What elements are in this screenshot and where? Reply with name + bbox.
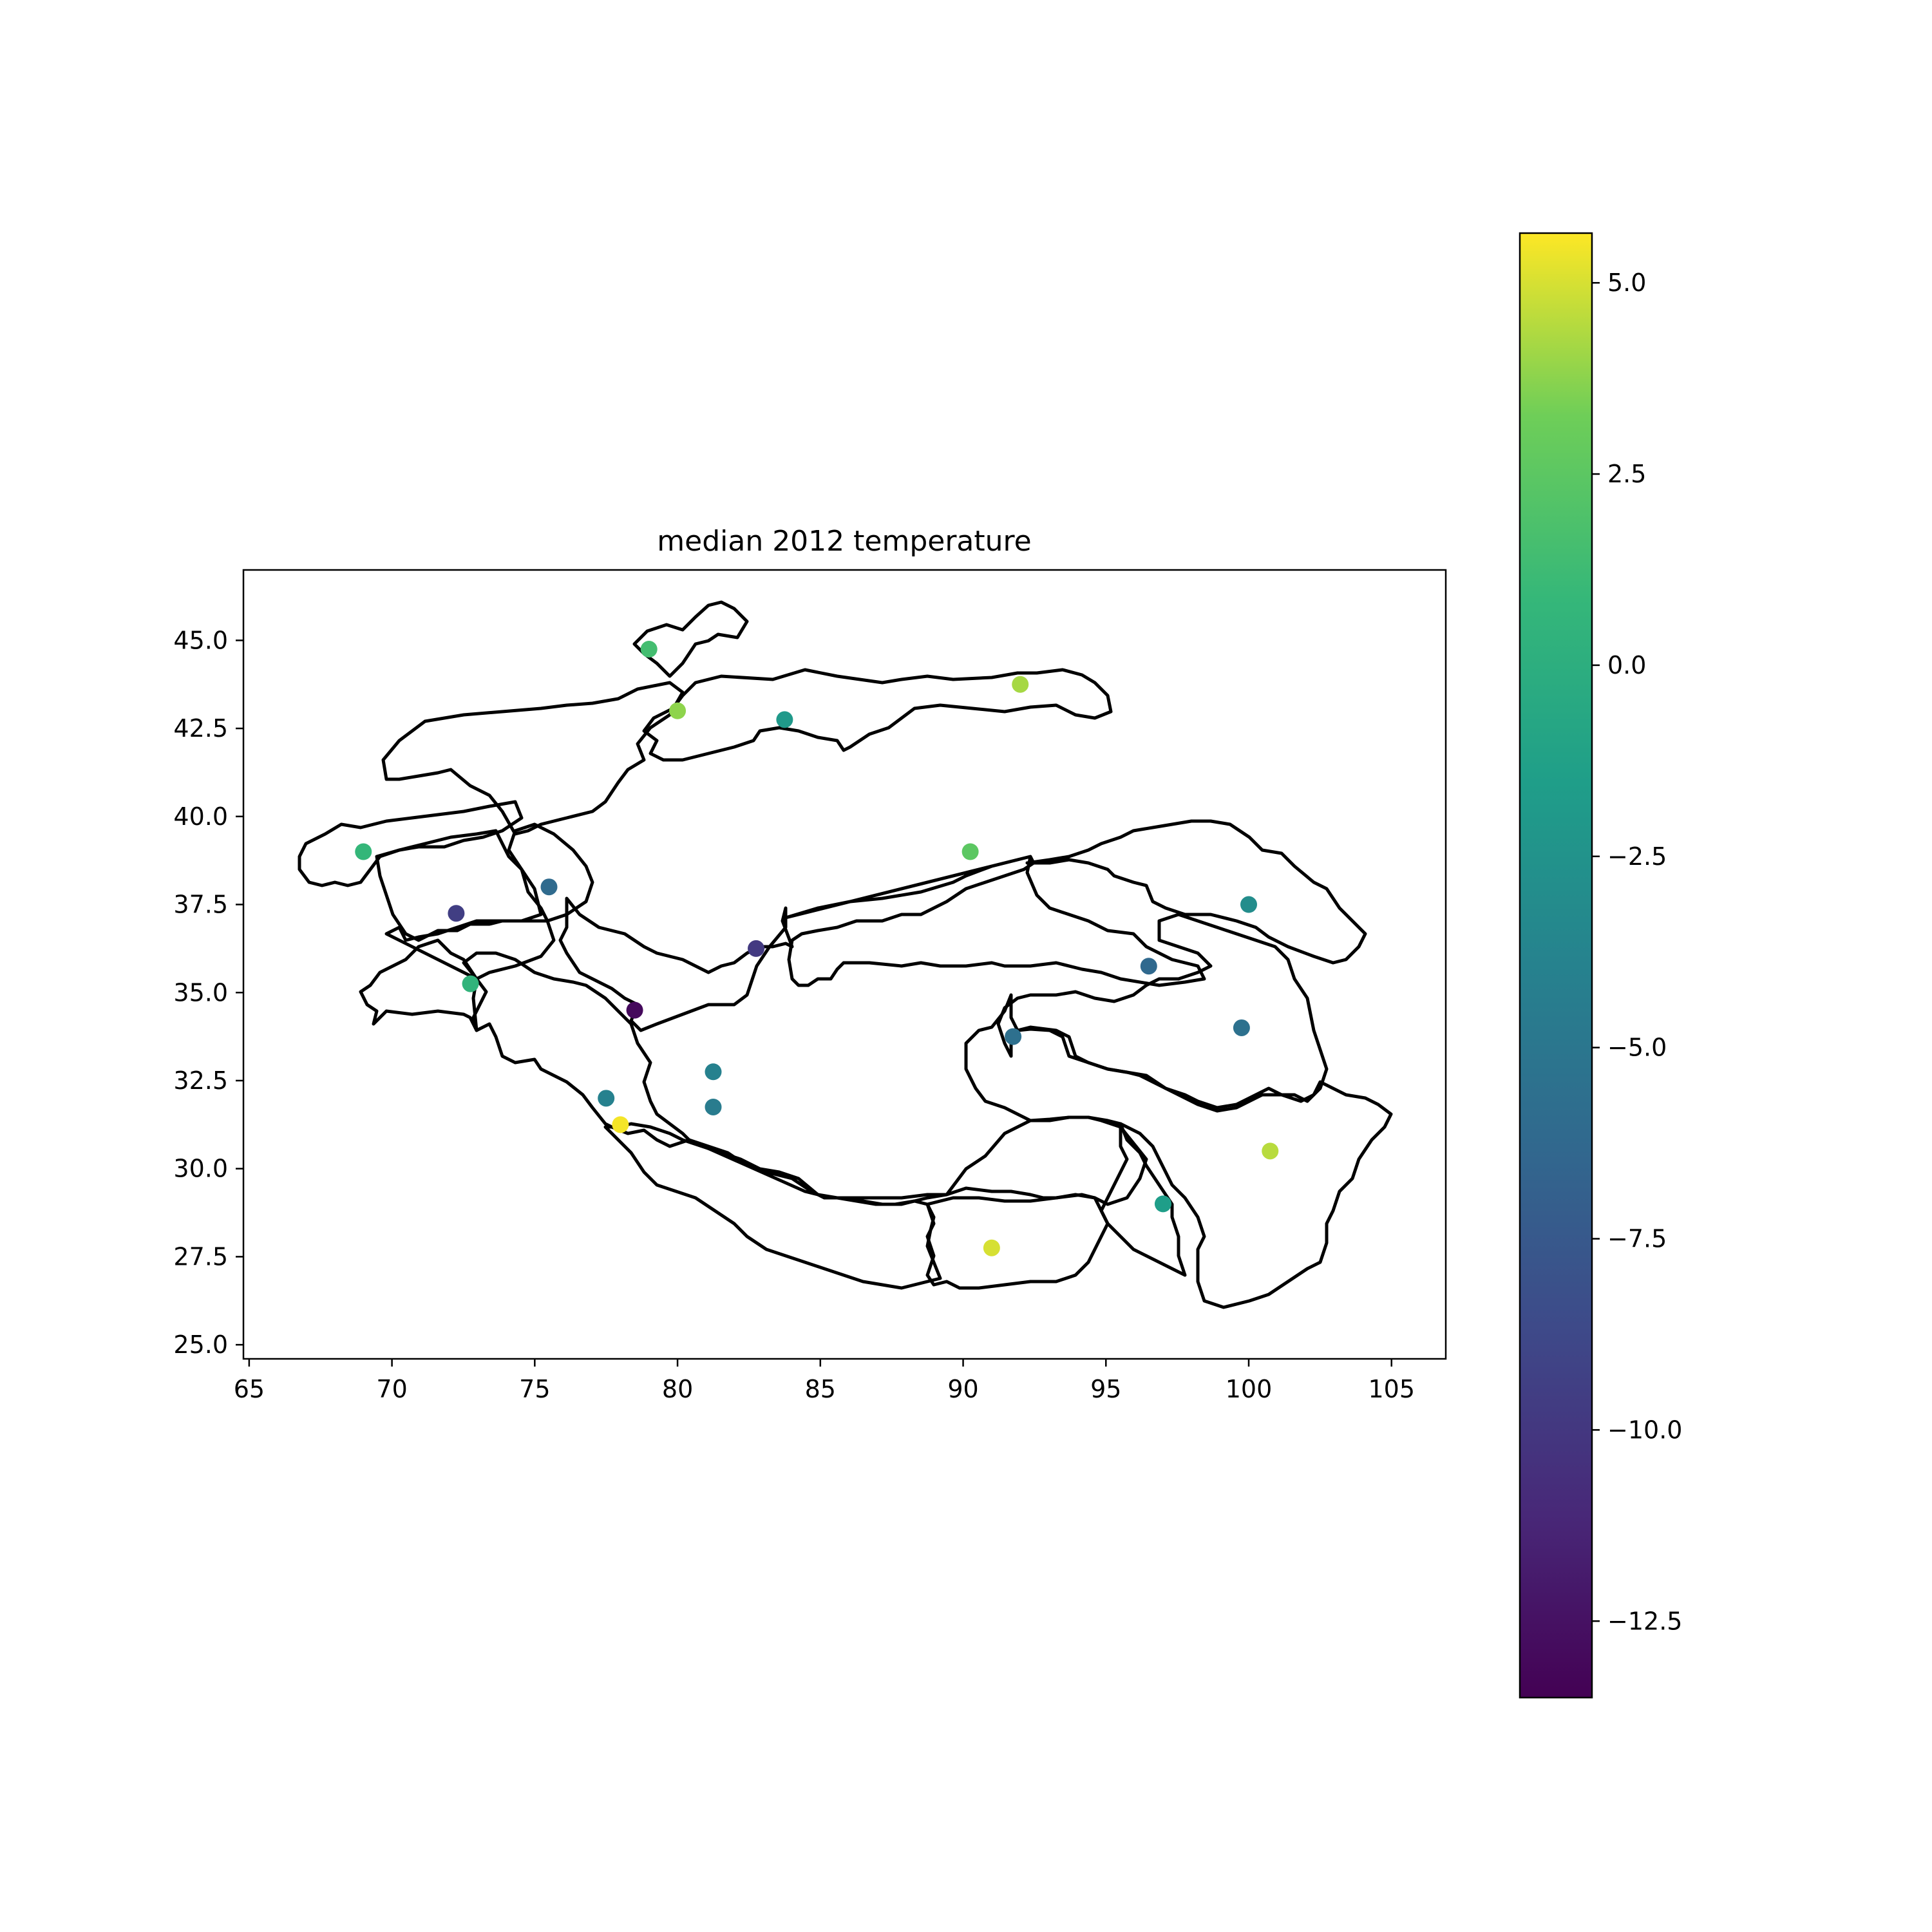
colorbar-ticks: 5.0 2.5 0.0 −2.5 −5.0 −7.5 −10.0 −12.5 bbox=[1592, 269, 1682, 1635]
colorbar-tick-label-2: 2.5 bbox=[1607, 460, 1646, 488]
basin-outline-tien-shan bbox=[642, 668, 1113, 762]
scatter-point-2 bbox=[669, 702, 687, 719]
basin-outline-ganges bbox=[603, 1122, 942, 1290]
y-tick-label-8: 42.5 bbox=[173, 714, 228, 743]
x-axis-ticks: 65 70 75 80 85 90 95 100 105 bbox=[234, 1359, 1415, 1403]
scatter-point-4 bbox=[1012, 676, 1029, 693]
scatter-point-15 bbox=[1233, 1019, 1250, 1036]
x-tick-label-4: 80 bbox=[662, 1375, 693, 1403]
scatter-point-19 bbox=[612, 1116, 629, 1133]
colorbar-tick-label-8: −12.5 bbox=[1607, 1607, 1682, 1635]
scatter-point-7 bbox=[448, 905, 465, 922]
y-tick-label-4: 32.5 bbox=[173, 1066, 228, 1095]
scatter-point-14 bbox=[1005, 1028, 1022, 1045]
x-tick-label-1: 65 bbox=[234, 1375, 265, 1403]
basin-outline-indus-upper bbox=[359, 919, 556, 1032]
scatter-point-17 bbox=[598, 1090, 615, 1107]
colorbar-tick-label-5: −5.0 bbox=[1607, 1034, 1667, 1062]
basin-outline-yarlung bbox=[925, 1193, 1110, 1290]
colorbar-tick-label-7: −10.0 bbox=[1607, 1416, 1682, 1444]
basin-outline-dzungaria bbox=[632, 600, 749, 678]
scatter-point-10 bbox=[748, 940, 765, 957]
scatter-point-13 bbox=[1140, 958, 1157, 975]
basin-outline-hexi bbox=[1025, 819, 1367, 965]
colorbar-tick-label-4: −2.5 bbox=[1607, 842, 1667, 871]
basin-outlines bbox=[298, 600, 1393, 1309]
x-tick-label-2: 70 bbox=[376, 1375, 407, 1403]
y-tick-label-9: 45.0 bbox=[173, 626, 228, 654]
x-tick-label-8: 100 bbox=[1226, 1375, 1273, 1403]
y-tick-label-1: 25.0 bbox=[173, 1331, 228, 1359]
basin-outline-amu-darya bbox=[298, 800, 524, 887]
colorbar-tick-label-3: 0.0 bbox=[1607, 651, 1646, 679]
scatter-point-8 bbox=[462, 975, 479, 992]
basin-outline-tarim bbox=[558, 896, 794, 1032]
scatter-points bbox=[355, 641, 1279, 1256]
scatter-point-3 bbox=[776, 711, 793, 728]
basin-outline-salween-mekong bbox=[1099, 1122, 1187, 1277]
scatter-point-9 bbox=[626, 1001, 643, 1019]
scatter-point-1 bbox=[640, 641, 658, 658]
x-tick-label-6: 90 bbox=[947, 1375, 978, 1403]
x-tick-label-3: 75 bbox=[519, 1375, 550, 1403]
scatter-point-5 bbox=[355, 843, 372, 860]
colorbar-frame bbox=[1519, 232, 1593, 1699]
scatter-point-22 bbox=[983, 1239, 1000, 1256]
colorbar-tick-label-1: 5.0 bbox=[1607, 269, 1646, 297]
y-axis-ticks: 25.0 27.5 30.0 32.5 35.0 37.5 40.0 42.5 45.0 bbox=[173, 626, 243, 1359]
scatter-point-21 bbox=[1154, 1195, 1171, 1213]
basin-outline-indus bbox=[462, 951, 691, 1148]
scatter-point-6 bbox=[540, 878, 558, 896]
x-tick-label-7: 95 bbox=[1090, 1375, 1121, 1403]
colorbar-gradient bbox=[1520, 233, 1592, 1698]
scatter-point-11 bbox=[961, 843, 979, 860]
colorbar-tick-label-6: −7.5 bbox=[1607, 1225, 1667, 1253]
y-tick-label-2: 27.5 bbox=[173, 1242, 228, 1271]
axes-frame bbox=[242, 569, 1447, 1360]
x-tick-label-9: 105 bbox=[1368, 1375, 1415, 1403]
scatter-point-18 bbox=[705, 1098, 722, 1115]
scatter-point-16 bbox=[705, 1063, 722, 1081]
scatter-point-12 bbox=[1240, 896, 1258, 913]
scatter-point-20 bbox=[1262, 1142, 1279, 1160]
x-tick-label-5: 85 bbox=[805, 1375, 836, 1403]
basin-outline-aral bbox=[381, 681, 685, 836]
y-tick-label-7: 40.0 bbox=[173, 802, 228, 831]
y-tick-label-3: 30.0 bbox=[173, 1155, 228, 1183]
chart-title: median 2012 temperature bbox=[657, 525, 1031, 558]
y-tick-label-6: 37.5 bbox=[173, 891, 228, 919]
y-tick-label-5: 35.0 bbox=[173, 978, 228, 1007]
